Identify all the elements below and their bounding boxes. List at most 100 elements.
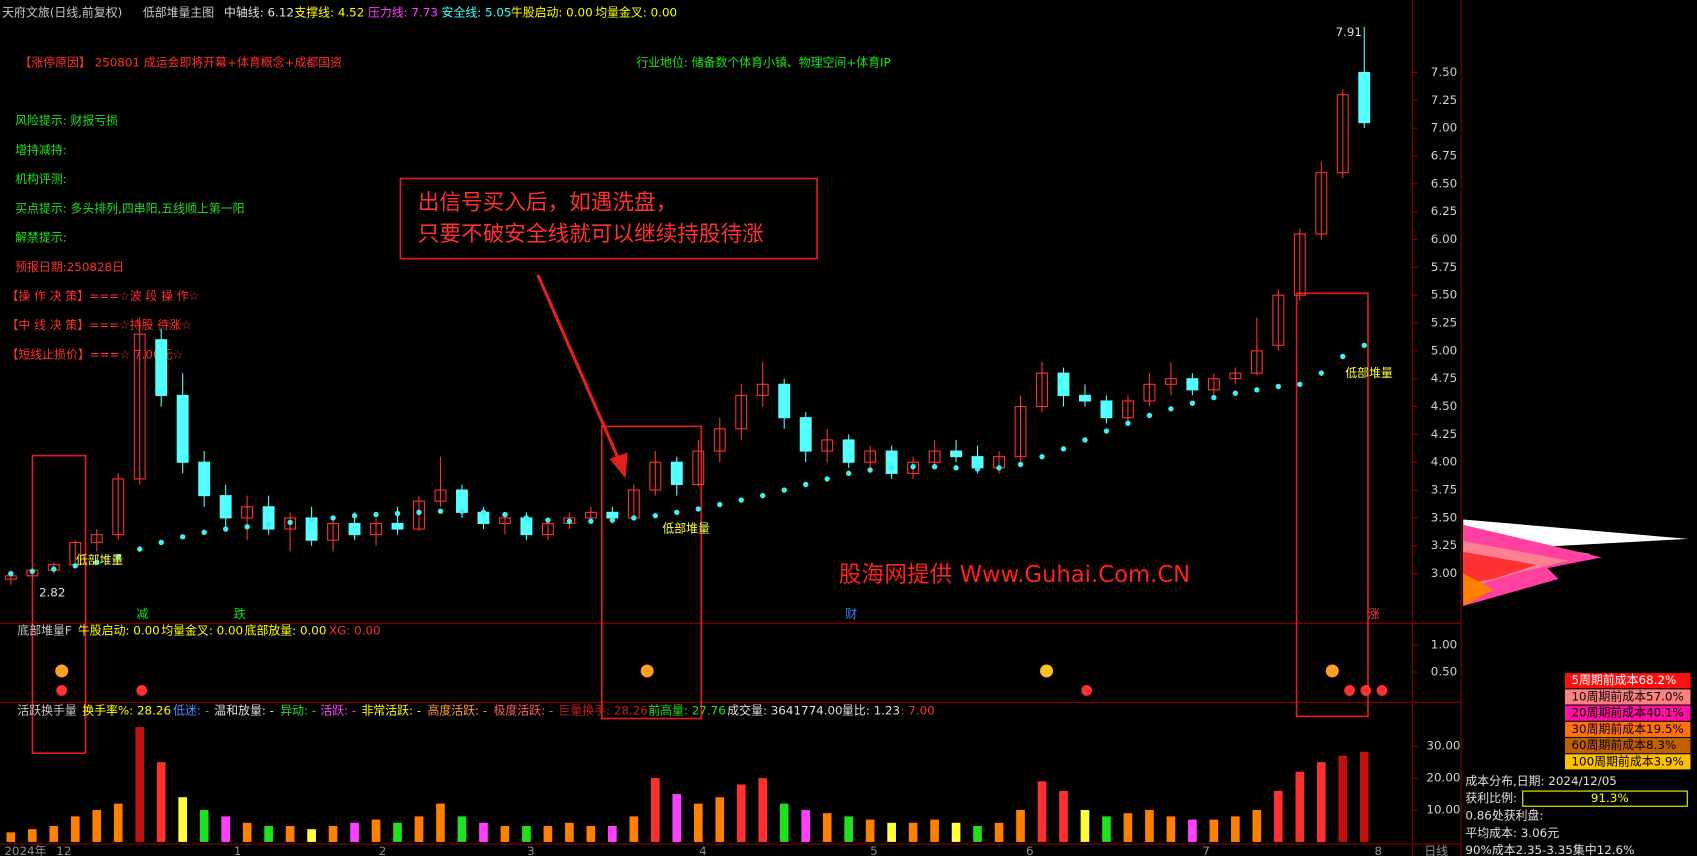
event-label: 减 [136, 607, 148, 621]
turnover-bar [1273, 790, 1283, 842]
cost-item: 30周期前成本19.5% [1571, 722, 1683, 736]
turnover-bar [1080, 810, 1090, 842]
safe-line-dot [953, 465, 959, 471]
low-label: 2.82 [39, 586, 65, 600]
cost-item: 100周期前成本3.9% [1571, 754, 1683, 768]
safe-line-dot [910, 463, 916, 470]
turnover-bar [994, 822, 1004, 842]
x-label: 12 [56, 844, 71, 856]
candle-body [90, 534, 103, 543]
note: 买点提示: 多头排列,四串阳,五线顺上第一阳 [15, 201, 244, 215]
candle-body [498, 517, 511, 525]
x-axis: 2024年 12 1 2 3 4 5 6 7 8 日线 [4, 844, 1448, 856]
candle-body [950, 450, 963, 458]
turnover-bar [199, 810, 209, 842]
turnover-bar [371, 819, 381, 842]
note: 【短线止损价】===☆ 7.00元☆ [6, 347, 183, 361]
safe-line-dot [867, 467, 873, 473]
candle-body [391, 522, 404, 530]
event-label: 财 [845, 607, 857, 621]
turnover-bar [479, 822, 488, 842]
panel-value: 高度活跃: - [427, 703, 487, 717]
header-safe: 安全线: 5.05 [442, 5, 512, 19]
turnover-bar [6, 832, 16, 842]
turnover-bar [973, 825, 982, 842]
safe-line-dot [1275, 383, 1282, 390]
safe-line-dot [330, 515, 336, 521]
safe-line-dot [1146, 412, 1153, 419]
cost-text: 90%成本2.35-3.35集中12.6% [1465, 843, 1634, 856]
panel-value: 底部放量: 0.00 [245, 623, 327, 637]
safe-line-dot [459, 508, 465, 514]
turnover-bar [822, 813, 832, 842]
panel-value: 温和放量: - [214, 703, 274, 717]
turnover-bar [908, 822, 918, 842]
turnover-bar [70, 816, 80, 842]
candle-body [735, 394, 748, 430]
safe-line-dot [222, 526, 229, 532]
candle-body [928, 450, 941, 463]
turnover-bar [1059, 790, 1068, 842]
safe-line-dot [974, 466, 981, 472]
turnover-bar [1231, 816, 1240, 842]
turnover-bar [1145, 810, 1154, 842]
panel-value: 前高量: 27.76 [648, 703, 726, 717]
candle-body [284, 517, 297, 530]
candle-body [799, 417, 812, 452]
safe-line-dot [760, 492, 766, 499]
candle-body [1186, 378, 1199, 391]
safe-line-dot [179, 534, 186, 540]
safe-line-dot [137, 546, 143, 552]
x-label: 5 [870, 844, 878, 856]
candle-body [370, 522, 382, 536]
cost-text: 0.86处获利盘: [1465, 808, 1543, 822]
cost-text: 获利比例: [1465, 791, 1517, 805]
turnover-bar [92, 810, 102, 842]
turnover-bar [49, 825, 59, 842]
y-tick-label: 20.00 [1426, 771, 1460, 785]
note: 增持减持: [15, 143, 67, 157]
event-label: 涨 [1368, 607, 1380, 621]
cost-item: 20周期前成本40.1% [1571, 706, 1683, 720]
panel2-axis: 0.50 1.00 [1412, 637, 1457, 679]
safe-line-dot [115, 554, 121, 560]
safe-line-dot [802, 481, 809, 488]
cost-item: 5周期前成本68.2% [1571, 673, 1676, 687]
candle-body [219, 495, 232, 519]
note: 【涨停原因】 250801 成运会即将开幕+体育概念+成都国资 [19, 55, 342, 69]
safe-line-dot [674, 509, 680, 516]
header-support: 支撑线: 4.52 [294, 5, 364, 19]
candle-body [1207, 378, 1220, 391]
candle-body [971, 456, 984, 469]
candle-body [1143, 383, 1156, 402]
turnover-bar [715, 797, 725, 842]
turnover-bar [328, 825, 338, 842]
candle-body [713, 428, 726, 452]
high-label: 7.91 [1336, 25, 1362, 39]
cost-text: 平均成本: 3.06元 [1465, 826, 1559, 840]
candle-body [584, 511, 597, 519]
profit-box [1522, 790, 1688, 807]
turnover-bar [629, 816, 639, 842]
note: 行业地位: 储备数个体育小镇、物理空间+体育IP [636, 55, 890, 69]
turnover-bar [436, 803, 445, 842]
y-tick-label: 6.50 [1431, 176, 1457, 190]
turnover-bar [565, 822, 574, 842]
candle-body [1057, 372, 1070, 396]
safe-line-dot [566, 518, 573, 524]
panel-value: 量比: 1.23 [842, 703, 900, 717]
candle-body [1121, 400, 1134, 419]
turnover-bar [1037, 781, 1047, 842]
turnover-bar [500, 825, 510, 842]
y-tick-label: 3.00 [1431, 566, 1457, 580]
safe-line-dot [480, 509, 487, 516]
annotation-text: 只要不破安全线就可以继续持股待涨 [418, 222, 764, 247]
safe-line-dot [1125, 420, 1131, 426]
safe-line-dot [502, 511, 508, 518]
safe-line-dot [416, 509, 422, 516]
annotation-box [399, 177, 818, 260]
candle-body [1358, 71, 1371, 124]
candle-body [413, 500, 425, 530]
event-label: 跌 [234, 607, 246, 621]
x-label: 3 [527, 844, 535, 856]
